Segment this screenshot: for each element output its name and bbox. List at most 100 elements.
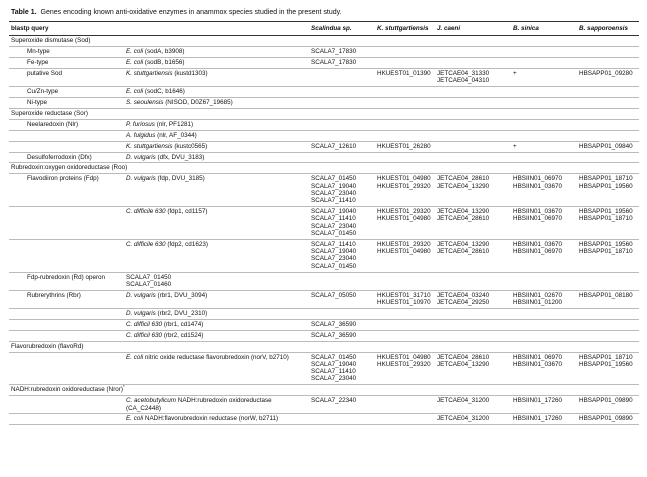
hit-cell: SCALA7_12610 — [309, 141, 376, 153]
gene-id: SCALA7_19040 — [311, 208, 357, 216]
column-header: B. sinica — [511, 22, 578, 37]
hit-cell — [511, 130, 578, 142]
query-organism: E. coli — [126, 59, 144, 67]
query-cell: P. furiosus (nlr, PF1281) — [124, 119, 310, 131]
hit-cell — [577, 272, 640, 291]
query-cell: C. difficile 630 (fdp2, cd1623) — [124, 239, 310, 273]
query-organism: C. difficil 630 — [126, 331, 163, 339]
hit-cell: HBSIIN01_06970 HBSIIN01_03670 — [511, 173, 578, 208]
row-label: Mn-type — [27, 48, 50, 56]
hit-cell: HBSAPP01_19560 HBSAPP01_18710 — [577, 206, 640, 240]
hit-cell — [511, 272, 578, 291]
query-organism: C. difficile 630 — [126, 208, 166, 216]
hit-cell: HKUEST01_31710 HKUEST01_10970 — [375, 290, 436, 310]
query-organism: P. furiosus — [126, 120, 155, 128]
section-label: Flavorubredoxin (flavoRd) — [11, 342, 84, 350]
row-label-cell — [9, 352, 124, 386]
row-label-cell: Mn-type — [9, 46, 124, 59]
gene-id: HBSIIN01_17260 — [513, 415, 563, 423]
column-header: Scalindua sp. — [309, 22, 376, 37]
table-figure: Table 1. Genes encoding known anti-oxidat… — [9, 6, 640, 426]
section-label: Superoxide dismutase (Sod) — [11, 37, 91, 45]
hit-cell — [375, 319, 436, 331]
section-row: NADH:rubredoxin oxidoreductase (Nror)* — [9, 384, 640, 397]
gene-id: JETCAE04_13290 — [437, 182, 490, 190]
hit-cell — [375, 46, 436, 59]
gene-id: JETCAE04_28610 — [437, 248, 490, 256]
hit-cell: HBSAPP01_19560 HBSAPP01_18710 — [577, 239, 640, 273]
query-organism: K. stuttgartiensis — [126, 69, 173, 77]
gene-id: SCALA7_19040 — [311, 182, 357, 190]
footnote-mark: * — [123, 384, 125, 390]
gene-id: SCALA7_23040 — [311, 255, 357, 263]
hit-cell — [435, 308, 512, 320]
query-line: SCALA7_01460 — [126, 280, 172, 288]
section-label: NADH:rubredoxin oxidoreductase (Nror) — [11, 386, 123, 394]
row-label-cell — [9, 319, 124, 331]
gene-id: JETCAE04_31200 — [437, 415, 490, 423]
gene-id: HBSIIN01_06970 — [513, 175, 563, 183]
gene-id: HBSIIN01_06970 — [513, 248, 563, 256]
query-cell: E. coli (sodB, b1656) — [124, 57, 310, 69]
gene-id: JETCAE04_31200 — [437, 397, 490, 405]
query-cell: D. vulgaris (rbr2, DVU_2310) — [124, 308, 310, 320]
hit-cell — [577, 152, 640, 164]
hit-cell: SCALA7_22340 — [309, 395, 376, 415]
hit-cell — [435, 141, 512, 153]
query-organism: C. difficil 630 — [126, 320, 163, 328]
query-cell: C. difficil 630 (rbr1, cd1474) — [124, 319, 310, 331]
table-body: Superoxide dismutase (Sod) Mn-type E. coli… — [9, 35, 640, 426]
gene-id: HBSAPP01_09890 — [579, 415, 633, 423]
query-detail: (nlr, PF1281) — [156, 120, 194, 128]
query-cell: K. stuttgartiensis (kustd1303) — [124, 68, 310, 88]
hit-cell — [577, 130, 640, 142]
gene-id: SCALA7_23040 — [311, 222, 357, 230]
gene-id: + — [513, 69, 517, 77]
data-row: C. difficil 630 (rbr2, cd1524) SCALA7_365… — [9, 330, 640, 342]
data-row: Fe-type E. coli (sodB, b1656) SCALA7_17830 — [9, 57, 640, 69]
hit-cell — [309, 97, 376, 109]
query-detail: nitric oxide reductase flavorubredoxin (… — [144, 353, 289, 361]
hit-cell: HKUEST01_01390 — [375, 68, 436, 88]
hit-cell: HKUEST01_29320 HKUEST01_04980 — [375, 239, 436, 273]
hit-cell: HBSAPP01_09840 — [577, 141, 640, 153]
data-row: Desulfoferrodoxin (Dfx) D. vulgaris (dfx,… — [9, 152, 640, 164]
hit-cell — [435, 119, 512, 131]
hit-cell: HBSAPP01_18710 HBSAPP01_19560 — [577, 173, 640, 208]
row-label-cell — [9, 239, 124, 273]
gene-id: HBSAPP01_09840 — [579, 142, 633, 150]
gene-id: HBSIIN01_03670 — [513, 240, 563, 248]
gene-id: HKUEST01_04980 — [377, 248, 431, 256]
query-detail: (rbr1, cd1474) — [163, 320, 204, 328]
hit-cell — [511, 319, 578, 331]
table: blastp query Scalindua sp. K. stuttgartien… — [9, 22, 640, 426]
query-detail: (NISOD, D0Z67_19685) — [165, 99, 233, 107]
gene-id: SCALA7_01450 — [311, 262, 357, 270]
query-detail: (sodA, b3908) — [144, 48, 185, 56]
row-label-cell: Fdp-rubredoxin (Rd) operon — [9, 272, 124, 291]
caption: Table 1. Genes encoding known anti-oxidat… — [9, 6, 639, 22]
gene-id: HKUEST01_29320 — [377, 240, 431, 248]
query-organism: E. coli — [126, 415, 144, 423]
hit-cell: HBSIIN01_02670 HBSIIN01_01200 — [511, 290, 578, 310]
row-label: Fe-type — [27, 59, 49, 67]
hit-cell: HBSIIN01_06970 HBSIIN01_03670 — [511, 352, 578, 386]
gene-id: HBSIIN01_01200 — [513, 299, 563, 307]
gene-id: HKUEST01_29320 — [377, 360, 431, 368]
query-organism: S. seoulensis — [126, 99, 164, 107]
data-row: Mn-type E. coli (sodA, b3908) SCALA7_17830 — [9, 46, 640, 59]
hit-cell: HBSIIN01_17260 — [511, 413, 578, 426]
row-label-cell — [9, 330, 124, 342]
gene-id: HBSAPP01_18710 — [579, 353, 633, 361]
row-label-cell — [9, 413, 124, 426]
caption-label: Table 1. — [11, 9, 37, 16]
hit-cell: SCALA7_05050 — [309, 290, 376, 310]
data-row: C. difficil 630 (rbr1, cd1474) SCALA7_365… — [9, 319, 640, 331]
row-label-cell — [9, 130, 124, 142]
data-row: K. stuttgartiensis (kustc0565) SCALA7_126… — [9, 141, 640, 153]
query-detail: (kustd1303) — [174, 69, 208, 77]
data-row: C. difficile 630 (fdp1, cd1157) SCALA7_19… — [9, 206, 640, 240]
data-row: Neelaredoxin (Nlr) P. furiosus (nlr, PF12… — [9, 119, 640, 131]
hit-cell — [375, 86, 436, 99]
query-cell: E. coli NADH:flavorubredoxin reductase (… — [124, 413, 310, 426]
